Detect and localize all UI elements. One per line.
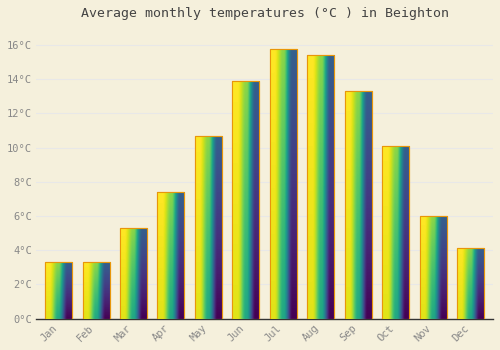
Bar [457, 248, 484, 318]
Bar [45, 262, 72, 318]
Bar [158, 192, 184, 318]
Bar [344, 91, 372, 318]
Bar [344, 91, 372, 318]
Bar [232, 81, 260, 318]
Bar [382, 146, 409, 318]
Bar [420, 216, 446, 318]
Bar [120, 228, 147, 318]
Bar [308, 55, 334, 318]
Bar [158, 192, 184, 318]
Bar [420, 216, 446, 318]
Bar [308, 55, 334, 318]
Bar [82, 262, 110, 318]
Bar [232, 81, 260, 318]
Bar [45, 262, 72, 318]
Bar [120, 228, 147, 318]
Title: Average monthly temperatures (°C ) in Beighton: Average monthly temperatures (°C ) in Be… [80, 7, 448, 20]
Bar [457, 248, 484, 318]
Bar [195, 136, 222, 318]
Bar [270, 49, 297, 318]
Bar [270, 49, 297, 318]
Bar [382, 146, 409, 318]
Bar [82, 262, 110, 318]
Bar [195, 136, 222, 318]
